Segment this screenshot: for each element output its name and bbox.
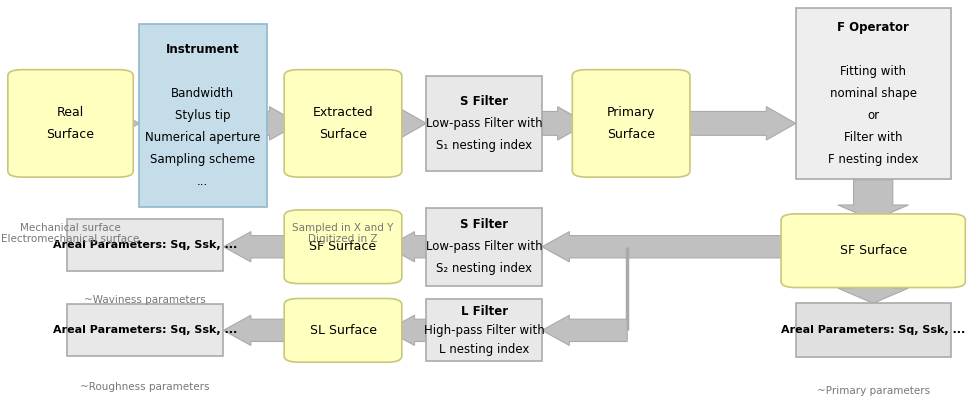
FancyBboxPatch shape <box>796 8 951 179</box>
Text: F Operator: F Operator <box>837 21 909 34</box>
FancyBboxPatch shape <box>426 208 542 286</box>
Text: Areal Parameters: Sq, Ssk, ...: Areal Parameters: Sq, Ssk, ... <box>53 240 237 250</box>
Text: Areal Parameters: Sq, Ssk, ...: Areal Parameters: Sq, Ssk, ... <box>53 325 237 336</box>
Text: Stylus tip: Stylus tip <box>175 109 230 122</box>
Text: S Filter: S Filter <box>460 95 509 108</box>
Text: SF Surface: SF Surface <box>840 244 907 257</box>
Polygon shape <box>542 107 587 140</box>
Text: Mechanical surface
Electromechanical surface: Mechanical surface Electromechanical sur… <box>1 223 140 244</box>
Text: S₁ nesting index: S₁ nesting index <box>436 139 532 152</box>
FancyBboxPatch shape <box>796 303 951 357</box>
Text: SF Surface: SF Surface <box>310 240 376 253</box>
FancyBboxPatch shape <box>284 210 402 283</box>
Text: S₂ nesting index: S₂ nesting index <box>436 262 532 275</box>
Text: Areal Parameters: Sq, Ssk, ...: Areal Parameters: Sq, Ssk, ... <box>781 325 965 336</box>
Text: L nesting index: L nesting index <box>439 343 529 355</box>
Text: Low-pass Filter with: Low-pass Filter with <box>425 117 543 130</box>
FancyBboxPatch shape <box>572 70 690 177</box>
Text: Primary: Primary <box>607 106 656 119</box>
Polygon shape <box>838 180 908 220</box>
Text: nominal shape: nominal shape <box>830 87 916 100</box>
Text: L Filter: L Filter <box>461 305 508 318</box>
Text: S Filter: S Filter <box>460 219 509 231</box>
Text: Fitting with: Fitting with <box>840 65 907 78</box>
FancyBboxPatch shape <box>426 299 542 361</box>
Text: Surface: Surface <box>319 128 367 141</box>
Text: Surface: Surface <box>47 128 94 141</box>
Text: Sampling scheme: Sampling scheme <box>150 153 256 166</box>
Polygon shape <box>838 282 908 303</box>
Text: Filter with: Filter with <box>844 131 903 144</box>
Polygon shape <box>387 315 426 345</box>
Text: Low-pass Filter with: Low-pass Filter with <box>425 240 543 253</box>
FancyBboxPatch shape <box>67 304 223 356</box>
Polygon shape <box>387 107 426 140</box>
Polygon shape <box>267 107 299 140</box>
Polygon shape <box>223 315 299 345</box>
FancyBboxPatch shape <box>284 298 402 362</box>
FancyBboxPatch shape <box>426 76 542 171</box>
Text: Bandwidth: Bandwidth <box>172 87 234 100</box>
Text: or: or <box>867 109 879 122</box>
FancyBboxPatch shape <box>139 24 267 207</box>
Polygon shape <box>223 232 299 262</box>
Polygon shape <box>387 232 426 262</box>
Text: SL Surface: SL Surface <box>310 324 376 337</box>
Text: Sampled in X and Y
Digitized in Z: Sampled in X and Y Digitized in Z <box>292 223 394 244</box>
Text: Numerical aperture: Numerical aperture <box>145 131 261 144</box>
Text: ...: ... <box>197 175 209 187</box>
Polygon shape <box>675 107 796 140</box>
Polygon shape <box>542 232 796 262</box>
Text: ~Primary parameters: ~Primary parameters <box>816 386 930 396</box>
Polygon shape <box>110 107 139 140</box>
FancyBboxPatch shape <box>781 214 965 287</box>
Text: ~Waviness parameters: ~Waviness parameters <box>84 295 206 304</box>
Text: Surface: Surface <box>608 128 655 141</box>
Text: F nesting index: F nesting index <box>828 153 918 166</box>
Text: Extracted: Extracted <box>313 106 373 119</box>
Text: High-pass Filter with: High-pass Filter with <box>423 324 545 337</box>
FancyBboxPatch shape <box>8 70 133 177</box>
FancyBboxPatch shape <box>284 70 402 177</box>
Polygon shape <box>542 315 627 345</box>
Text: ~Roughness parameters: ~Roughness parameters <box>80 382 210 392</box>
Text: Instrument: Instrument <box>166 43 240 56</box>
Text: Real: Real <box>57 106 84 119</box>
FancyBboxPatch shape <box>67 219 223 271</box>
